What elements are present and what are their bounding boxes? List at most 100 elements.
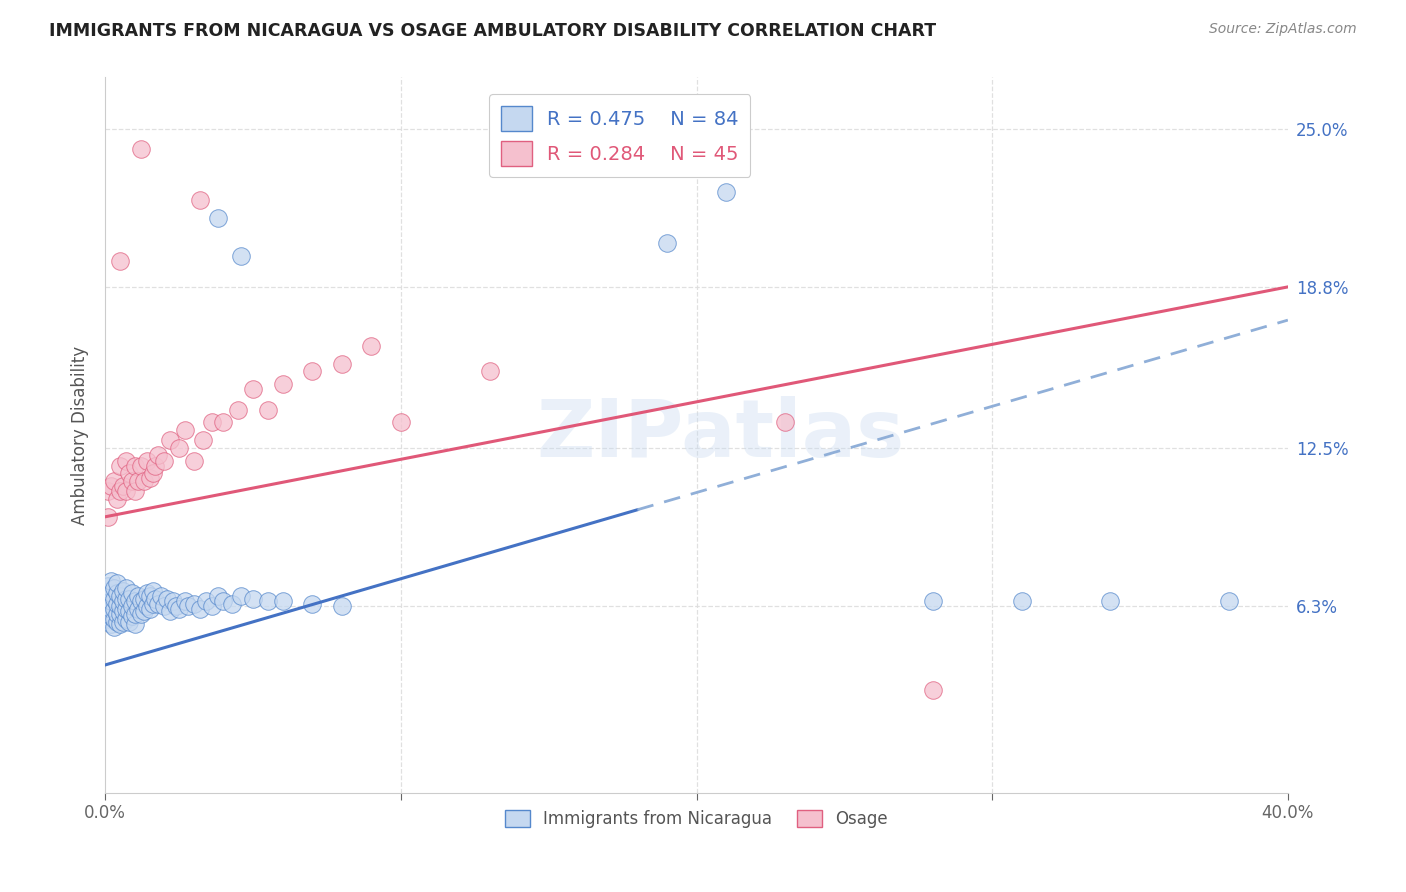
Point [105, 597, 128, 611]
Point [138, 601, 160, 615]
Point [922, 683, 945, 698]
Point [108, 589, 131, 603]
Point [118, 467, 141, 481]
Point [188, 193, 211, 207]
Point [242, 591, 264, 606]
Point [132, 591, 155, 606]
Point [159, 433, 181, 447]
Text: IMMIGRANTS FROM NICARAGUA VS OSAGE AMBULATORY DISABILITY CORRELATION CHART: IMMIGRANTS FROM NICARAGUA VS OSAGE AMBUL… [49, 22, 936, 40]
Point [153, 599, 176, 614]
Point [124, 607, 146, 621]
Point [226, 402, 249, 417]
Point [301, 364, 323, 378]
Point [97, 589, 120, 603]
Point [177, 599, 200, 614]
Point [194, 594, 217, 608]
Point [231, 589, 253, 603]
Point [242, 382, 264, 396]
Point [121, 586, 143, 600]
Point [124, 617, 146, 632]
Point [207, 589, 229, 603]
Point [271, 594, 294, 608]
Point [135, 453, 157, 467]
Point [121, 599, 143, 614]
Point [159, 604, 181, 618]
Point [132, 604, 155, 618]
Point [360, 338, 382, 352]
Text: ZIPatlas: ZIPatlas [536, 396, 904, 474]
Point [922, 594, 945, 608]
Point [124, 484, 146, 499]
Point [124, 594, 146, 608]
Point [108, 254, 131, 268]
Point [655, 236, 678, 251]
Point [129, 142, 152, 156]
Legend: Immigrants from Nicaragua, Osage: Immigrants from Nicaragua, Osage [498, 803, 894, 834]
Text: Source: ZipAtlas.com: Source: ZipAtlas.com [1209, 22, 1357, 37]
Point [141, 597, 163, 611]
Point [156, 591, 179, 606]
Point [100, 617, 122, 632]
Point [132, 474, 155, 488]
Point [111, 479, 134, 493]
Point [115, 612, 138, 626]
Point [100, 479, 122, 493]
Point [145, 458, 167, 473]
Point [124, 458, 146, 473]
Point [105, 586, 128, 600]
Point [212, 415, 235, 429]
Point [150, 589, 173, 603]
Point [201, 415, 224, 429]
Point [148, 597, 170, 611]
Point [127, 474, 149, 488]
Point [97, 597, 120, 611]
Point [103, 601, 125, 615]
Point [167, 601, 190, 615]
Point [330, 599, 353, 614]
Point [97, 612, 120, 626]
Point [256, 402, 278, 417]
Point [145, 591, 167, 606]
Point [174, 594, 197, 608]
Point [108, 599, 131, 614]
Point [118, 591, 141, 606]
Point [108, 617, 131, 632]
Point [100, 574, 122, 588]
Point [256, 594, 278, 608]
Point [103, 612, 125, 626]
Point [108, 484, 131, 499]
Point [191, 433, 214, 447]
Point [148, 449, 170, 463]
Point [129, 458, 152, 473]
Point [162, 594, 184, 608]
Point [135, 586, 157, 600]
Point [127, 601, 149, 615]
Point [111, 583, 134, 598]
Point [201, 599, 224, 614]
Point [115, 601, 138, 615]
Point [167, 441, 190, 455]
Point [111, 594, 134, 608]
Point [212, 594, 235, 608]
Point [188, 601, 211, 615]
Point [478, 364, 501, 378]
Point [97, 604, 120, 618]
Point [165, 599, 187, 614]
Point [105, 607, 128, 621]
Point [138, 589, 160, 603]
Point [97, 579, 120, 593]
Point [301, 597, 323, 611]
Point [105, 491, 128, 506]
Point [271, 376, 294, 391]
Point [183, 597, 205, 611]
Point [115, 453, 138, 467]
Point [121, 474, 143, 488]
Point [103, 591, 125, 606]
Point [108, 458, 131, 473]
Point [105, 615, 128, 629]
Point [97, 484, 120, 499]
Point [1099, 594, 1122, 608]
Point [183, 453, 205, 467]
Point [174, 423, 197, 437]
Point [127, 589, 149, 603]
